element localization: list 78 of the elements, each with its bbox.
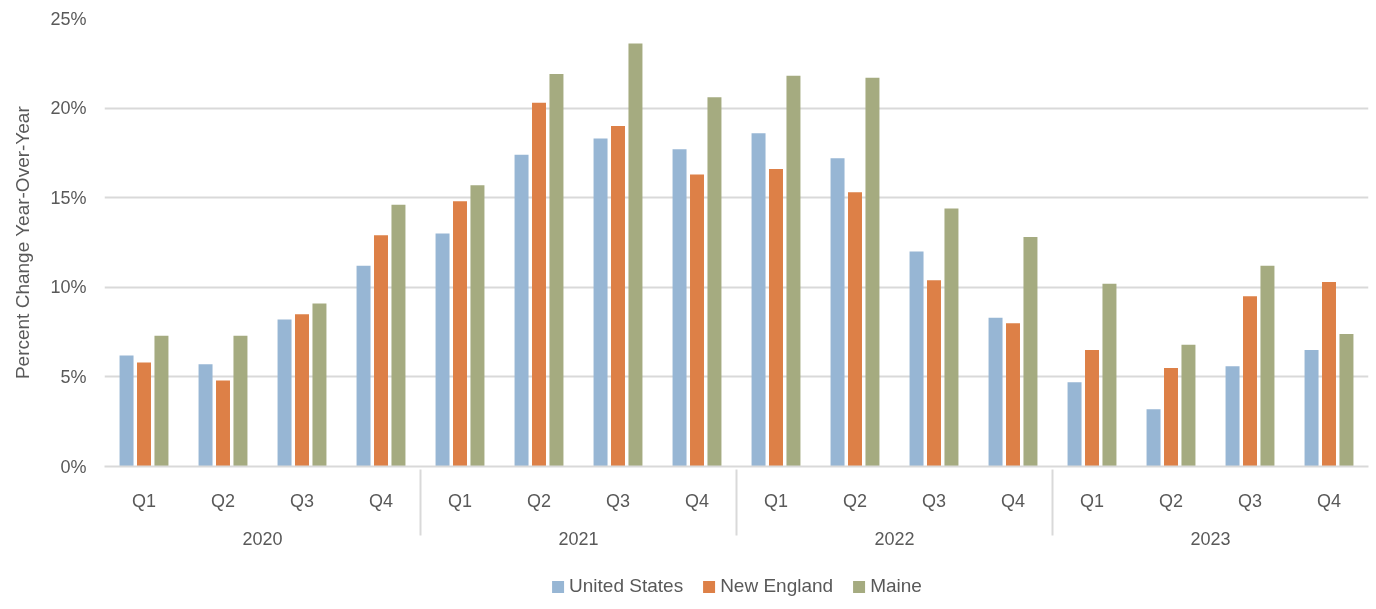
bar [295, 314, 309, 467]
bar [848, 192, 862, 467]
bar [988, 317, 1003, 467]
x-tick-label: Q4 [368, 490, 394, 511]
bar [611, 126, 625, 467]
bar [1304, 350, 1319, 467]
bar [277, 319, 292, 467]
bar [216, 380, 230, 467]
bar [1146, 409, 1161, 467]
y-tick-label: 10% [50, 277, 87, 298]
bar [549, 74, 564, 467]
bar [391, 204, 406, 467]
x-tick-label: Q2 [210, 490, 236, 511]
bar [909, 251, 924, 467]
bar [453, 201, 467, 467]
x-tick-label: Q1 [447, 490, 473, 511]
bar [233, 335, 248, 467]
text: 2022 [874, 528, 915, 549]
text: 2021 [558, 528, 599, 549]
x-tick-label: Q3 [289, 490, 315, 511]
bar [1243, 296, 1257, 467]
text: 2023 [1190, 528, 1231, 549]
x-tick-label: Q4 [1316, 490, 1342, 511]
bar [356, 265, 371, 467]
text: 2020 [242, 528, 283, 549]
bar [1322, 281, 1336, 467]
bar [1102, 283, 1117, 467]
bar [514, 154, 529, 467]
bar [830, 158, 845, 467]
bar [628, 43, 643, 467]
legend-label: United States [569, 575, 684, 597]
x-tick-label: Q3 [1237, 490, 1263, 511]
bar [137, 362, 151, 467]
bar [927, 280, 941, 467]
bar [154, 335, 169, 467]
bar [1225, 366, 1240, 467]
y-tick-label: 25% [50, 8, 87, 29]
bar [1164, 367, 1178, 467]
x-tick-label: Q1 [131, 490, 157, 511]
bar [593, 138, 608, 467]
x-tick-label: Q3 [921, 490, 947, 511]
bar [944, 208, 959, 467]
bar [1023, 237, 1038, 467]
x-tick-label: Q2 [526, 490, 552, 511]
x-tick-label: Q4 [684, 490, 710, 511]
x-tick-label: Q2 [1158, 490, 1184, 511]
y-axis-title: Percent Change Year-Over-Year [12, 105, 34, 380]
bar [435, 233, 450, 467]
bar [119, 355, 134, 467]
bar [690, 174, 704, 467]
y-tick-label: 5% [60, 366, 87, 387]
bar [1260, 265, 1275, 467]
bar [769, 169, 783, 467]
bar [1339, 333, 1354, 467]
bar [751, 133, 766, 467]
y-tick-label: 20% [50, 98, 87, 119]
bar [312, 303, 327, 467]
bar [532, 102, 546, 467]
bar [1006, 323, 1020, 467]
bar [1085, 350, 1099, 467]
bar [374, 235, 388, 467]
x-tick-label: Q2 [842, 490, 868, 511]
y-tick-label: 0% [60, 456, 87, 477]
x-tick-label: Q4 [1000, 490, 1026, 511]
x-tick-label: Q1 [763, 490, 789, 511]
legend-label: New England [720, 575, 834, 597]
bar [198, 364, 213, 467]
x-tick-label: Q1 [1079, 490, 1105, 511]
bar [786, 75, 801, 467]
x-tick-label: Q3 [605, 490, 631, 511]
bar [470, 185, 485, 467]
legend-label: Maine [870, 575, 922, 597]
bar [707, 97, 722, 467]
y-tick-label: 15% [50, 187, 87, 208]
bar [1181, 344, 1196, 467]
bar [672, 149, 687, 467]
bar [865, 77, 880, 467]
bar [1067, 382, 1082, 467]
